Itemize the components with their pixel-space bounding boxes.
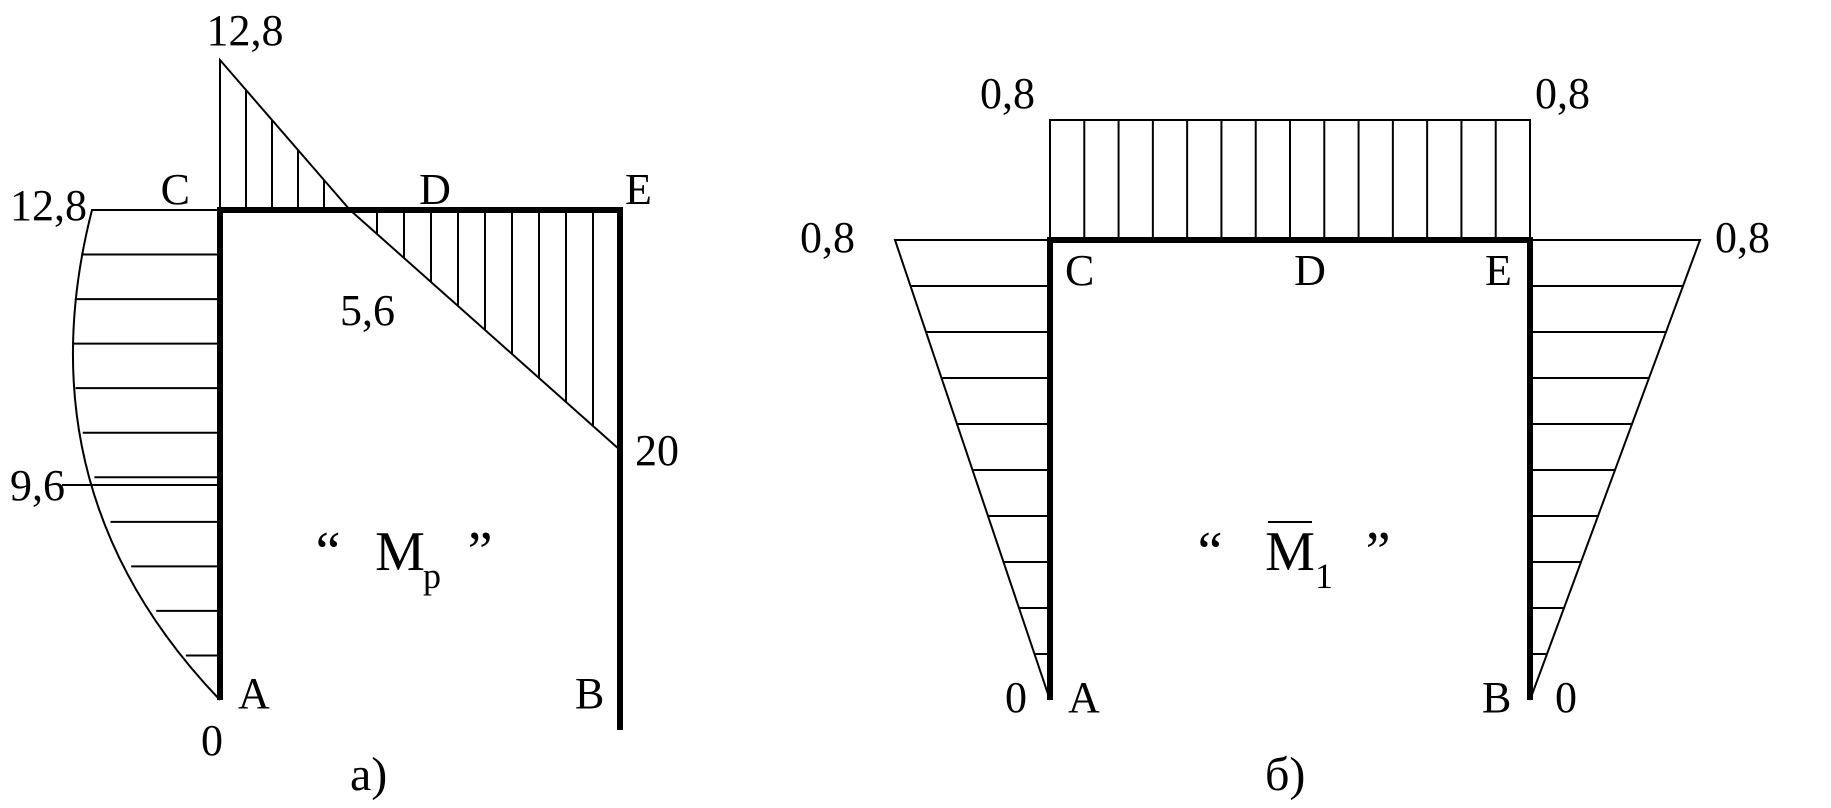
value-c-side-r: 0,8 <box>800 213 855 262</box>
value-a-r: 0 <box>1005 673 1027 722</box>
title-sub-b: 1 <box>1315 556 1333 596</box>
node-b: B <box>575 669 604 718</box>
value-b-r: 0 <box>1555 673 1577 722</box>
frame-right <box>1050 240 1530 700</box>
node-a-r: A <box>1068 673 1100 722</box>
node-d: D <box>419 165 451 214</box>
quote-close-b: ” <box>1366 521 1391 583</box>
title-sub-a: p <box>423 556 441 596</box>
node-d-r: D <box>1294 246 1326 295</box>
quote-open-b: “ <box>1198 521 1223 583</box>
sublabel-b: б) <box>1265 748 1305 801</box>
title-m-a: M <box>375 521 425 583</box>
sublabel-a: а) <box>350 748 387 801</box>
diagram-b <box>895 120 1700 700</box>
envelope-col-ac <box>73 210 220 700</box>
quote-close-a: ” <box>468 521 493 583</box>
node-e-r: E <box>1485 246 1512 295</box>
frame-left <box>220 210 620 730</box>
node-c: C <box>161 165 190 214</box>
value-a: 0 <box>201 716 223 765</box>
value-c-side: 12,8 <box>10 181 87 230</box>
quote-open-a: “ <box>316 521 341 583</box>
node-c-r: C <box>1065 246 1094 295</box>
value-e: 20 <box>635 426 679 475</box>
node-a: A <box>238 669 270 718</box>
envelope-beam-upper <box>220 60 350 210</box>
title-m-b: M <box>1265 521 1315 583</box>
node-e: E <box>625 165 652 214</box>
value-c-top-r: 0,8 <box>980 69 1035 118</box>
value-d: 5,6 <box>340 286 395 335</box>
value-e-side-r: 0,8 <box>1715 213 1770 262</box>
value-mid-ac: 9,6 <box>10 461 65 510</box>
value-c-top: 12,8 <box>207 6 284 55</box>
diagram-a <box>62 60 620 730</box>
value-e-top-r: 0,8 <box>1535 69 1590 118</box>
node-b-r: B <box>1482 673 1511 722</box>
